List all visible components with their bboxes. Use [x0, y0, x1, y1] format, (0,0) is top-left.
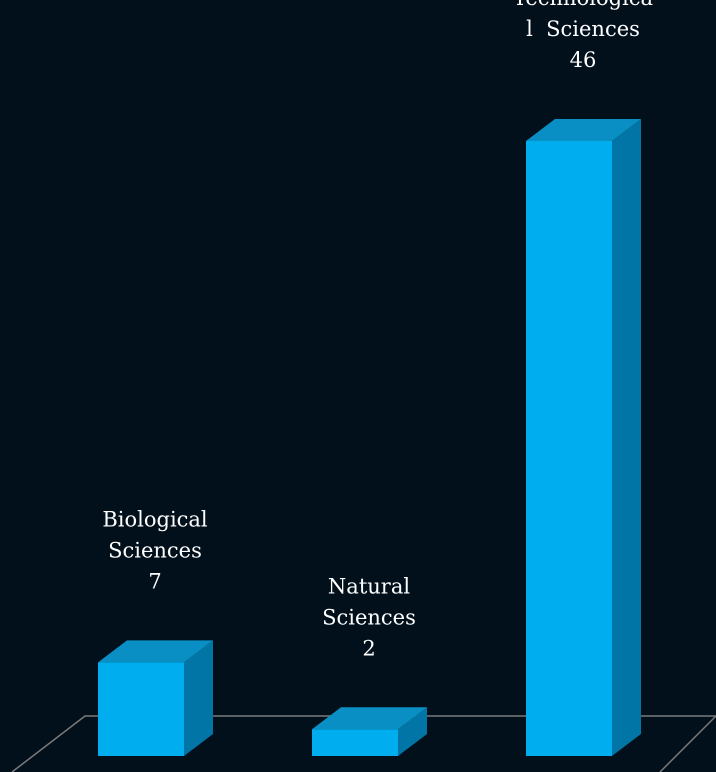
bar-side-face — [184, 640, 213, 756]
data-label-category: Natural — [328, 574, 410, 598]
bar-side-face — [612, 118, 641, 757]
data-label-2: Natural Sciences 2 — [322, 574, 416, 660]
bar-front-face — [526, 140, 612, 757]
data-label-value: 46 — [570, 48, 597, 72]
bar-front-face — [98, 662, 184, 756]
data-label-category: Biological — [102, 507, 208, 531]
bar-top-face — [98, 640, 213, 663]
data-label-category: l Sciences — [526, 17, 640, 41]
bar-3 — [526, 118, 641, 757]
chart-floor — [11, 715, 716, 772]
data-label-1: Biological Sciences 7 — [102, 507, 208, 593]
bar-top-face — [526, 118, 641, 141]
bar-front-face — [312, 729, 398, 756]
floor-back-edge — [11, 715, 716, 772]
data-label-category: Sciences — [322, 605, 416, 629]
bar-2 — [312, 707, 427, 756]
bar-1 — [98, 640, 213, 756]
bar-side-face — [398, 707, 427, 756]
chart-bars — [98, 118, 641, 757]
data-label-3: Technologica l Sciences 46 — [513, 0, 653, 72]
floor-right-edge — [659, 715, 716, 772]
data-label-category: Sciences — [108, 538, 202, 562]
data-label-value: 7 — [148, 569, 161, 593]
bar-top-face — [312, 707, 427, 730]
data-label-category: Technologica — [513, 0, 653, 10]
chart-data-labels: Biological Sciences 7 Natural Sciences 2 Techn… — [102, 0, 653, 660]
data-label-value: 2 — [362, 636, 375, 660]
